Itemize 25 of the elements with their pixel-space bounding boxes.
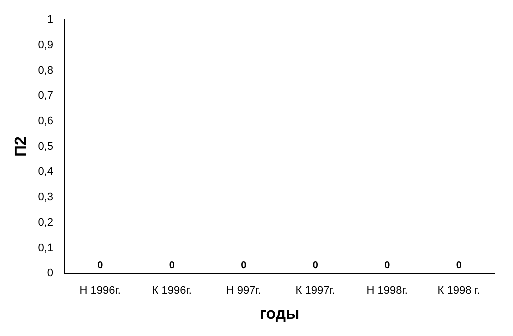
data-label: 0 [98, 260, 104, 272]
data-label: 0 [456, 260, 462, 272]
x-tick-label: Н 997г. [226, 285, 262, 298]
x-tick-label: Н 1998г. [366, 285, 408, 298]
y-tick-label: 0,7 [38, 90, 54, 102]
x-tick-label: К 1998 г. [438, 285, 480, 298]
y-tick-label: 0,4 [38, 166, 54, 178]
data-label: 0 [169, 260, 176, 272]
x-tick-label: Н 1996г. [80, 285, 121, 298]
x-tick-label: К 1997г. [296, 285, 336, 298]
y-tick-label: 0,5 [38, 140, 54, 153]
y-tick-label: 1 [47, 14, 54, 26]
data-label: 0 [241, 260, 248, 272]
y-tick-label: 0,8 [38, 64, 54, 77]
y-tick-label: 0,1 [38, 242, 54, 254]
y-tick-label: 0,3 [38, 192, 54, 204]
data-label: 0 [312, 260, 319, 272]
data-label: 0 [384, 260, 391, 272]
y-tick-label: 0 [47, 268, 54, 280]
y-tick-label: 0,9 [38, 39, 54, 52]
x-axis-title: годы [260, 306, 300, 323]
y-tick-label: 0,2 [38, 216, 54, 229]
y-axis-title: П2 [13, 136, 30, 158]
y-tick-label: 0,6 [38, 115, 54, 128]
x-tick-label: К 1996г. [152, 285, 192, 298]
